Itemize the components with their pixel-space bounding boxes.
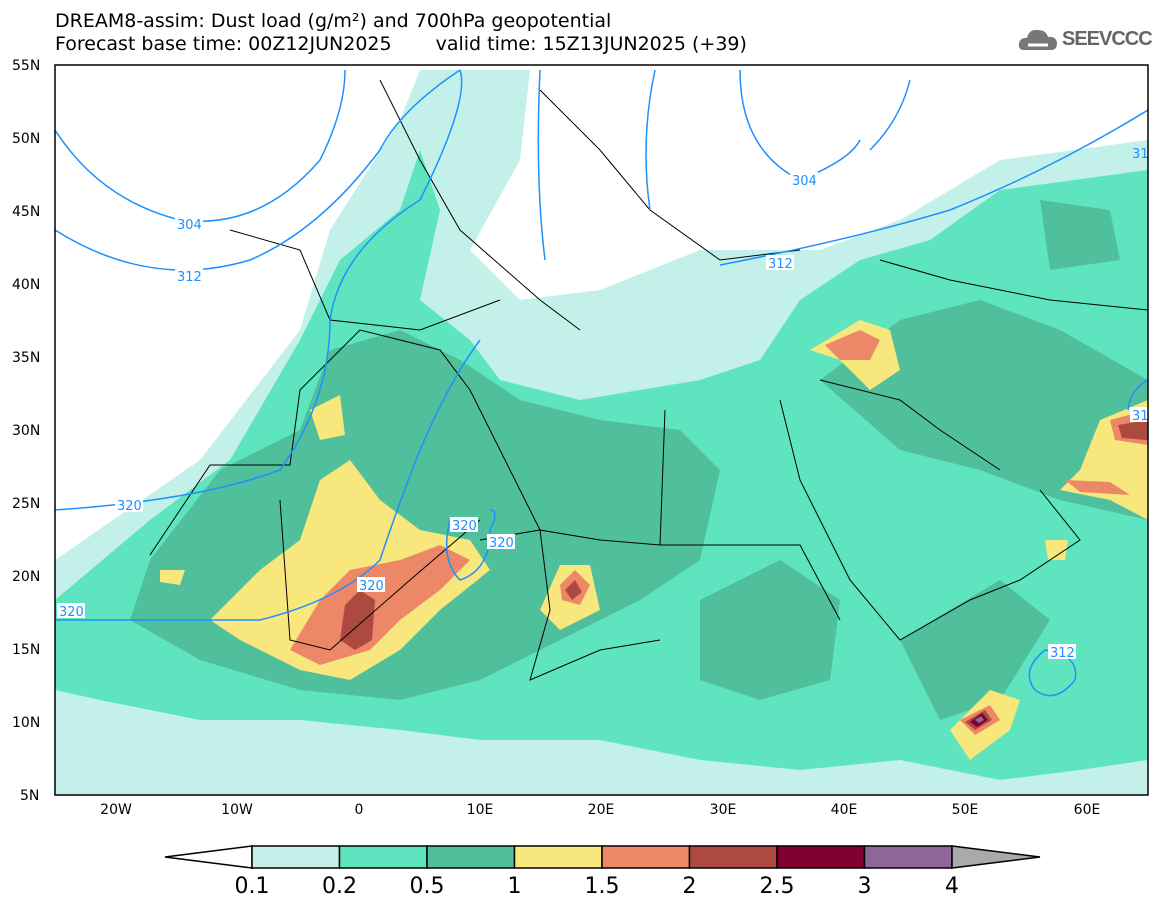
colorbar-over-arrow: [951, 845, 1041, 869]
dust-level-3: [975, 716, 984, 723]
lon-label: 10E: [467, 802, 494, 818]
lat-label: 10N: [12, 715, 40, 731]
svg-text:31: 31: [1132, 147, 1149, 162]
dust-level-2: [340, 420, 1148, 730]
map-subtitle: Forecast base time: 00Z12JUN2025 valid ti…: [55, 33, 747, 55]
colorbar-label: 0.2: [322, 874, 357, 899]
svg-text:320: 320: [452, 519, 477, 534]
svg-text:320: 320: [359, 579, 384, 594]
colorbar-label: 1: [508, 874, 522, 899]
svg-text:320: 320: [489, 536, 514, 551]
colorbar-label: 0.1: [235, 874, 270, 899]
colorbar-swatch: [601, 845, 691, 869]
lat-label: 40N: [12, 277, 40, 293]
lat-label: 5N: [20, 788, 39, 804]
lon-label: 0: [355, 802, 364, 818]
colorbar-label: 2.5: [760, 874, 795, 899]
svg-text:304: 304: [792, 174, 817, 189]
dust-field: 304 312 304 312 31 320 320 320 320 320 3…: [55, 65, 1149, 795]
svg-text:312: 312: [768, 257, 793, 272]
colorbar-swatch: [426, 845, 516, 869]
map-title: DREAM8-assim: Dust load (g/m²) and 700hP…: [55, 10, 612, 32]
svg-text:320: 320: [117, 499, 142, 514]
lat-label: 15N: [12, 642, 40, 658]
colorbar-swatch: [776, 845, 866, 869]
lat-label: 25N: [12, 496, 40, 512]
lat-label: 30N: [12, 423, 40, 439]
lat-label: 20N: [12, 569, 40, 585]
colorbar-label: 3: [858, 874, 872, 899]
lon-label: 10W: [221, 802, 253, 818]
lat-label: 50N: [12, 131, 40, 147]
svg-text:320: 320: [59, 605, 84, 620]
colorbar: 0.1 0.2 0.5 1 1.5 2 2.5 3 4: [164, 845, 1041, 899]
svg-text:304: 304: [177, 218, 202, 233]
base-time: Forecast base time: 00Z12JUN2025: [55, 33, 392, 55]
colorbar-swatch: [688, 845, 778, 869]
lat-label: 55N: [12, 58, 40, 74]
lon-label: 50E: [952, 802, 979, 818]
lon-label: 60E: [1074, 802, 1101, 818]
lon-label: 20E: [588, 802, 615, 818]
lat-label: 45N: [12, 204, 40, 220]
geopotential-contours: [55, 69, 1148, 697]
lon-axis: 20W 10W 0 10E 20E 30E 40E 50E 60E: [100, 802, 1100, 818]
cloud-icon: [1018, 29, 1057, 50]
colorbar-swatch: [513, 845, 603, 869]
colorbar-swatch: [251, 845, 341, 869]
map-frame: [54, 64, 1149, 796]
colorbar-label: 2: [683, 874, 697, 899]
seevccc-logo: SEEVCCC: [1018, 26, 1153, 52]
dust-level-1.5: [290, 330, 1148, 735]
lat-label: 35N: [12, 350, 40, 366]
colorbar-swatch: [863, 845, 953, 869]
colorbar-label: 0.5: [410, 874, 445, 899]
lon-label: 20W: [100, 802, 132, 818]
colorbar-label: 4: [945, 874, 959, 899]
svg-text:312: 312: [1050, 646, 1075, 661]
valid-time: valid time: 15Z13JUN2025 (+39): [435, 33, 747, 55]
svg-text:312: 312: [177, 270, 202, 285]
svg-text:31: 31: [1132, 409, 1149, 424]
lon-label: 30E: [710, 802, 737, 818]
logo-text: SEEVCCC: [1062, 27, 1153, 50]
colorbar-label: 1.5: [585, 874, 620, 899]
colorbar-swatch: [338, 845, 428, 869]
lon-label: 40E: [831, 802, 858, 818]
lat-axis: 55N 50N 45N 40N 35N 30N 25N 20N 15N 10N …: [12, 58, 40, 804]
colorbar-under-arrow: [164, 845, 253, 869]
contour-labels: 304 312 304 312 31 320 320 320 320 320 3…: [57, 147, 1149, 661]
